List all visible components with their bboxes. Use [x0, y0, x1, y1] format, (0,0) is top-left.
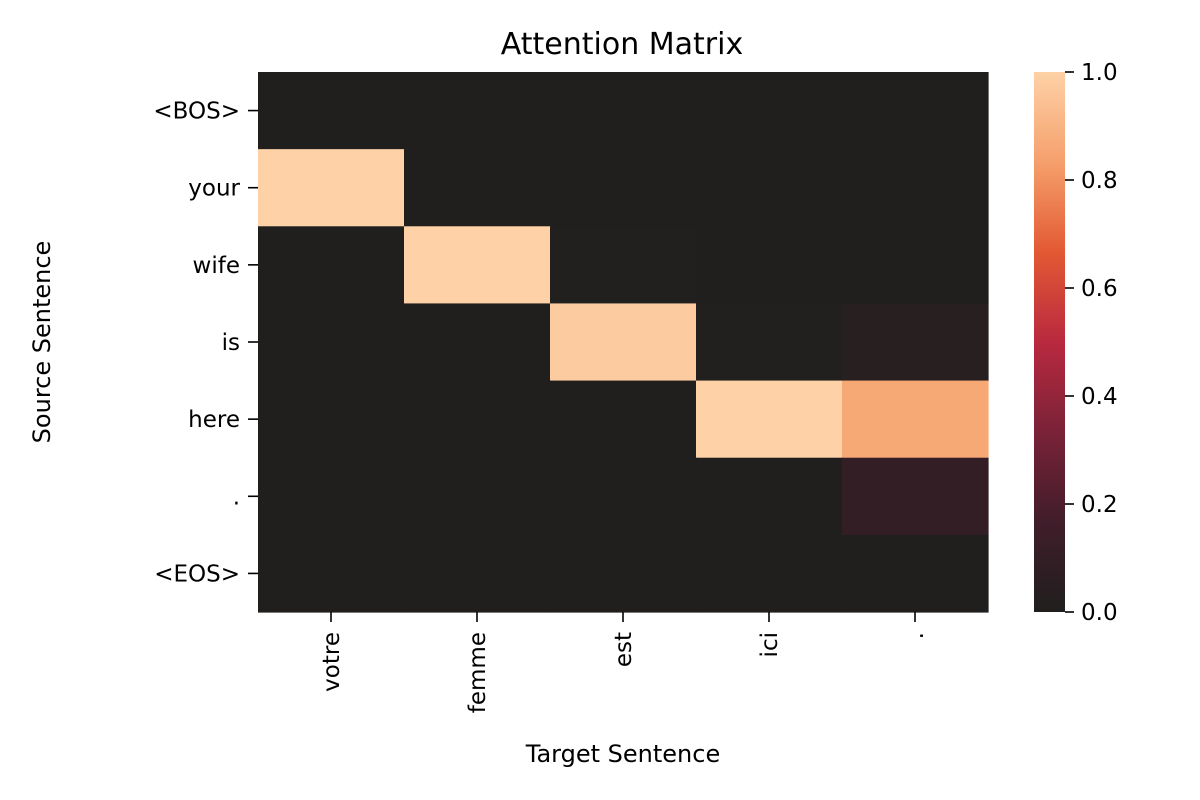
heatmap-cell [696, 534, 843, 613]
heatmap-cell [550, 457, 697, 536]
heatmap-cell [696, 226, 843, 305]
heatmap-cell [842, 303, 989, 382]
x-tick-label: femme [465, 632, 491, 713]
heatmap-cell [258, 226, 405, 305]
y-axis-label: Source Sentence [28, 241, 56, 444]
colorbar-tick-label: 0.8 [1081, 168, 1118, 194]
y-tick-label: here [188, 407, 240, 433]
heatmap-cell [550, 534, 697, 613]
heatmap-cell [550, 149, 697, 227]
y-tick-label: <EOS> [154, 561, 240, 587]
heatmap-cell [404, 380, 551, 459]
x-tick-label: ici [757, 632, 783, 657]
heatmap-cell [842, 380, 989, 459]
x-tick-label: votre [319, 632, 345, 692]
y-axis: <BOS> your wife is here. <EOS> [153, 99, 258, 587]
heatmap-cell [842, 457, 989, 536]
colorbar-scale [1034, 72, 1065, 612]
heatmap-cell [258, 72, 405, 150]
x-tick-label: est [611, 632, 637, 667]
heatmap-cell [258, 534, 405, 613]
colorbar: 0.0 0.2 0.4 0.6 0.8 1.0 [1034, 60, 1118, 626]
heatmap-cell [842, 226, 989, 305]
x-axis-label: Target Sentence [525, 740, 720, 768]
y-tick-label: your [188, 176, 240, 202]
heatmap-cell [696, 72, 843, 150]
chart-title: Attention Matrix [501, 27, 743, 62]
heatmap-cell [404, 226, 551, 305]
heatmap-cell [404, 303, 551, 382]
heatmap-cells [258, 72, 989, 613]
heatmap-cell [550, 380, 697, 459]
colorbar-tick-label: 0.0 [1081, 600, 1118, 626]
heatmap-cell [404, 149, 551, 227]
heatmap-cell [842, 72, 989, 150]
heatmap-cell [696, 303, 843, 382]
heatmap-cell [258, 149, 405, 227]
y-tick-label: is [222, 330, 240, 356]
y-tick-label: wife [193, 253, 240, 279]
heatmap-cell [404, 534, 551, 613]
colorbar-tick-label: 0.6 [1081, 276, 1118, 302]
heatmap-cell [696, 380, 843, 459]
y-tick-label: . [233, 484, 240, 510]
heatmap-cell [696, 457, 843, 536]
heatmap-cell [842, 149, 989, 227]
heatmap-cell [404, 72, 551, 150]
heatmap-cell [258, 303, 405, 382]
heatmap-cell [550, 226, 697, 305]
y-tick-label: <BOS> [153, 99, 240, 125]
x-tick-label: . [903, 632, 929, 639]
x-axis: votre femme est ici. [319, 612, 929, 713]
colorbar-tick-label: 0.2 [1081, 492, 1118, 518]
heatmap-cell [258, 457, 405, 536]
colorbar-tick-label: 1.0 [1081, 60, 1118, 86]
heatmap-cell [404, 457, 551, 536]
heatmap-cell [696, 149, 843, 227]
colorbar-tick-label: 0.4 [1081, 384, 1118, 410]
heatmap-cell [258, 380, 405, 459]
heatmap-cell [550, 303, 697, 382]
heatmap-cell [550, 72, 697, 150]
heatmap-cell [842, 534, 989, 613]
